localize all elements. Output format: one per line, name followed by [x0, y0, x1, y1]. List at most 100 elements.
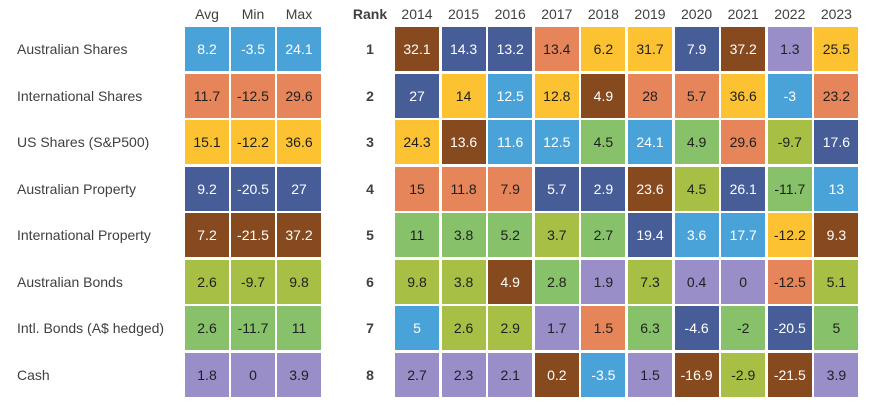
year-return-cell: -4.6 [674, 306, 719, 350]
year-return-cell: 5 [395, 306, 439, 350]
year-header: 2019 [634, 6, 666, 22]
year-return-cell: 1.7 [534, 306, 579, 350]
year-return-cell: 2.9 [488, 306, 533, 350]
year-return-cell: 0 [721, 259, 766, 304]
year-return-cell: 3.6 [674, 213, 719, 257]
year-return-cell: -2.9 [721, 352, 766, 397]
year-return-cell: 12.5 [534, 120, 579, 164]
year-return-cell: 5.7 [674, 73, 719, 118]
year-return-cell: 4.9 [674, 120, 719, 164]
year-return-cell: 0.2 [534, 352, 579, 397]
year-return-cell: 32.1 [395, 27, 439, 71]
stat-cell-min: -11.7 [231, 306, 275, 350]
year-return-cell: 2.8 [534, 259, 579, 304]
year-return-cell: 5.7 [534, 166, 579, 211]
year-return-cell: 7.9 [674, 27, 719, 71]
asset-label: Australian Shares [17, 41, 128, 57]
rank-number: 2 [366, 87, 374, 104]
year-return-cell: 24.3 [395, 120, 439, 164]
year-return-cell: 5 [814, 306, 859, 350]
year-return-cell: 29.6 [721, 120, 766, 164]
year-return-cell: -12.2 [767, 213, 812, 257]
year-return-cell: 3.8 [441, 259, 486, 304]
year-return-cell: 5.1 [814, 259, 859, 304]
stat-cell-avg: 8.2 [185, 27, 229, 71]
year-return-cell: -3.5 [581, 352, 626, 397]
year-header: 2014 [401, 6, 433, 22]
rank-number: 8 [366, 366, 374, 383]
year-return-cell: 31.7 [628, 27, 672, 71]
year-return-cell: 28 [628, 73, 672, 118]
stat-cell-min: -21.5 [231, 213, 275, 257]
year-return-cell: 13.4 [534, 27, 579, 71]
year-return-cell: 17.6 [814, 120, 859, 164]
year-return-cell: 4.9 [581, 73, 626, 118]
year-return-cell: 4.5 [674, 166, 719, 211]
year-return-cell: 1.3 [767, 27, 812, 71]
year-return-cell: 9.8 [395, 259, 439, 304]
rank-header: Rank [352, 6, 388, 22]
year-return-cell: 13.6 [441, 120, 486, 164]
year-return-cell: -2 [721, 306, 766, 350]
stat-cell-min: 0 [231, 352, 275, 397]
stat-cell-avg: 7.2 [185, 213, 229, 257]
year-return-cell: -21.5 [767, 352, 812, 397]
year-return-cell: 4.9 [488, 259, 533, 304]
year-return-cell: 12.5 [488, 73, 533, 118]
year-header: 2023 [820, 6, 852, 22]
year-return-cell: 2.3 [441, 352, 486, 397]
asset-label: International Property [17, 227, 151, 243]
year-return-cell: 23.6 [628, 166, 672, 211]
year-return-cell: 1.5 [581, 306, 626, 350]
rank-number: 5 [366, 227, 374, 243]
asset-label: US Shares (S&P500) [17, 134, 150, 150]
year-return-cell: 11.8 [441, 166, 486, 211]
year-header: 2016 [494, 6, 526, 22]
rank-number: 1 [366, 41, 374, 57]
year-header: 2017 [541, 6, 573, 22]
column-header-min: Min [241, 6, 265, 22]
year-return-cell: -9.7 [767, 120, 812, 164]
year-return-cell: 3.9 [814, 352, 859, 397]
rank-number: 7 [366, 320, 374, 336]
year-return-cell: 11.6 [488, 120, 533, 164]
year-return-cell: 6.3 [628, 306, 672, 350]
asset-label: Australian Bonds [17, 273, 123, 290]
year-header: 2015 [448, 6, 480, 22]
year-return-cell: 36.6 [721, 73, 766, 118]
stat-cell-min: -3.5 [231, 27, 275, 71]
year-return-cell: 2.7 [581, 213, 626, 257]
stat-cell-min: -20.5 [231, 166, 275, 211]
year-header: 2020 [681, 6, 713, 22]
asset-label: Australian Property [17, 180, 137, 197]
stat-cell-max: 29.6 [277, 73, 321, 118]
year-return-cell: 7.3 [628, 259, 672, 304]
year-header: 2018 [587, 6, 619, 22]
year-return-cell: 27 [395, 73, 439, 118]
year-return-cell: 2.7 [395, 352, 439, 397]
year-return-cell: 11 [395, 213, 439, 257]
stat-cell-max: 11 [277, 306, 321, 350]
year-return-cell: 7.9 [488, 166, 533, 211]
stat-cell-avg: 9.2 [185, 166, 229, 211]
stat-cell-avg: 11.7 [185, 73, 229, 118]
year-return-cell: -20.5 [767, 306, 812, 350]
year-return-cell: 4.5 [581, 120, 626, 164]
year-return-cell: -11.7 [767, 166, 812, 211]
year-return-cell: 19.4 [628, 213, 672, 257]
stat-cell-max: 9.8 [277, 259, 321, 304]
year-return-cell: 1.9 [581, 259, 626, 304]
year-return-cell: 25.5 [814, 27, 859, 71]
stat-cell-avg: 2.6 [185, 306, 229, 350]
asset-label: International Shares [17, 87, 143, 104]
year-return-cell: 23.2 [814, 73, 859, 118]
year-return-cell: 13 [814, 166, 859, 211]
year-return-cell: 26.1 [721, 166, 766, 211]
stat-cell-max: 37.2 [277, 213, 321, 257]
stat-cell-max: 24.1 [277, 27, 321, 71]
year-return-cell: 9.3 [814, 213, 859, 257]
year-return-cell: 17.7 [721, 213, 766, 257]
stat-cell-max: 3.9 [277, 352, 321, 397]
year-header: 2021 [727, 6, 759, 22]
